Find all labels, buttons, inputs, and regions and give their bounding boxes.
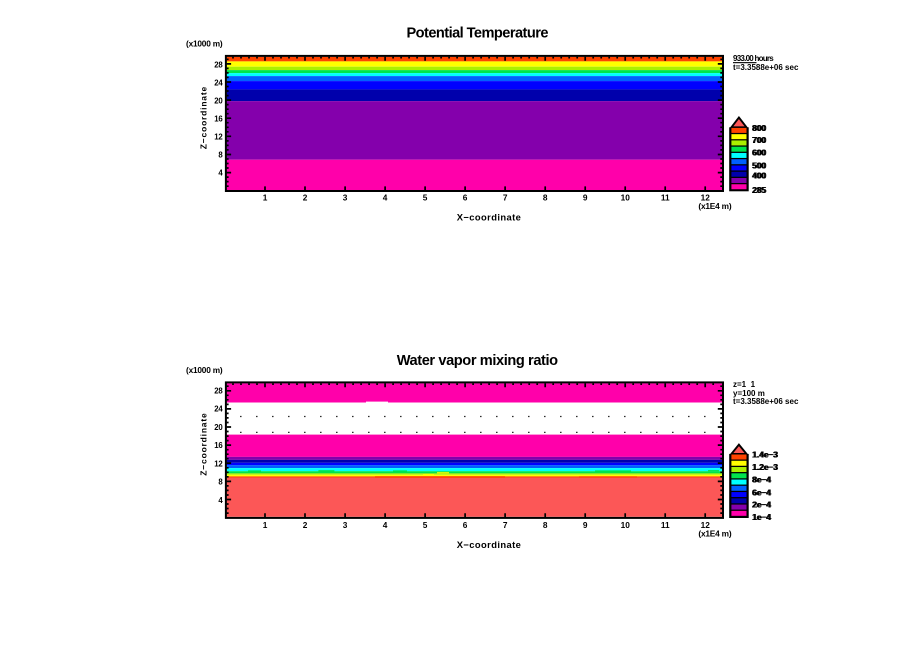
svg-text:11: 11 [661,520,670,530]
svg-text:X−coordinate: X−coordinate [457,212,521,223]
svg-text:1.2e−3: 1.2e−3 [752,462,778,472]
svg-text:1e−4: 1e−4 [752,512,771,522]
svg-text:y=100 m: y=100 m [733,389,765,398]
svg-text:(x1E4 m): (x1E4 m) [698,529,731,539]
svg-text:5: 5 [423,192,428,202]
svg-text:2: 2 [303,520,308,530]
svg-text:500: 500 [752,161,766,171]
svg-text:8: 8 [218,478,223,487]
svg-text:11: 11 [661,192,670,202]
svg-text:8: 8 [543,192,548,202]
svg-text:1.4e−3: 1.4e−3 [752,449,778,459]
svg-text:(x1000 m): (x1000 m) [186,39,223,49]
svg-text:10: 10 [621,192,631,202]
svg-text:4: 4 [383,520,388,530]
svg-text:16: 16 [214,441,223,450]
svg-text:Z−coordinate: Z−coordinate [198,86,208,149]
svg-text:9: 9 [583,520,588,530]
svg-text:3: 3 [343,192,348,202]
svg-text:6: 6 [463,520,468,530]
svg-text:16: 16 [214,115,223,124]
svg-text:t=3.3588e+06 sec: t=3.3588e+06 sec [733,397,799,406]
svg-text:700: 700 [752,135,766,145]
svg-text:20: 20 [214,97,223,106]
svg-text:285: 285 [752,185,766,195]
svg-text:t=3.3588e+06 sec: t=3.3588e+06 sec [733,63,799,72]
svg-text:Potential Temperature: Potential Temperature [406,26,548,42]
svg-text:2e−4: 2e−4 [752,500,771,510]
svg-text:400: 400 [752,171,766,181]
svg-text:6: 6 [463,192,468,202]
svg-text:4: 4 [218,496,223,505]
svg-text:Z−coordinate: Z−coordinate [198,412,208,475]
svg-text:6e−4: 6e−4 [752,487,771,497]
svg-text:20: 20 [214,423,223,432]
svg-text:24: 24 [214,405,223,414]
svg-text:8: 8 [543,520,548,530]
svg-text:24: 24 [214,79,223,88]
svg-text:(x1E4 m): (x1E4 m) [698,201,731,211]
svg-text:3: 3 [343,520,348,530]
svg-text:28: 28 [214,386,223,395]
svg-text:5: 5 [423,520,428,530]
svg-text:12: 12 [214,459,223,468]
svg-text:7: 7 [503,520,508,530]
svg-text:10: 10 [621,520,631,530]
svg-text:12: 12 [701,192,711,202]
svg-text:12: 12 [214,133,223,142]
svg-text:12: 12 [701,520,711,530]
svg-text:28: 28 [214,61,223,70]
svg-text:4: 4 [218,169,223,178]
svg-text:933.00 hours: 933.00 hours [733,54,774,63]
svg-text:8: 8 [218,151,223,160]
svg-text:Water vapor mixing ratio: Water vapor mixing ratio [397,353,558,369]
svg-text:600: 600 [752,148,766,158]
svg-text:8e−4: 8e−4 [752,475,771,485]
svg-text:7: 7 [503,192,508,202]
svg-text:z=1 1: z=1 1 [733,380,756,389]
svg-text:(x1000 m): (x1000 m) [186,365,223,375]
svg-text:2: 2 [303,192,308,202]
svg-text:4: 4 [383,192,388,202]
svg-text:800: 800 [752,123,766,133]
svg-text:1: 1 [263,520,268,530]
svg-text:X−coordinate: X−coordinate [457,539,521,550]
svg-text:9: 9 [583,192,588,202]
svg-text:1: 1 [263,192,268,202]
